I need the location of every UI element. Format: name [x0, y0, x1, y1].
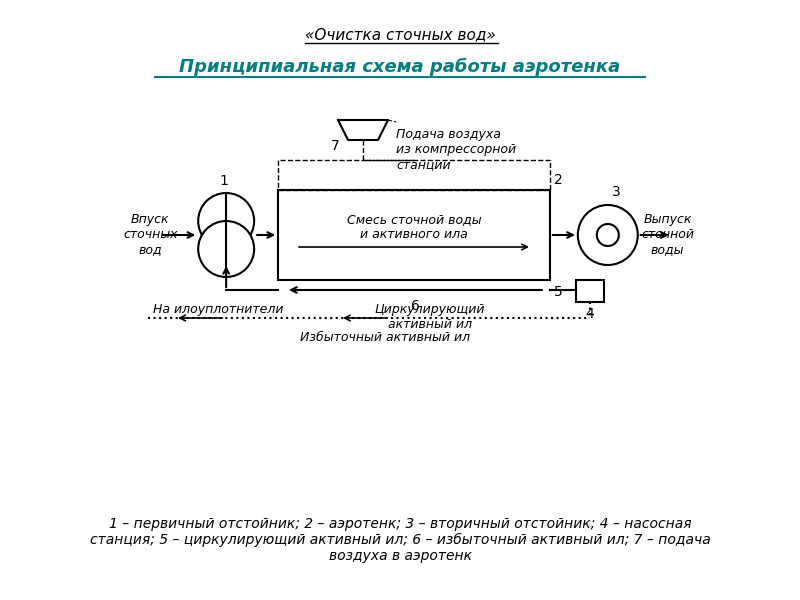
Text: Подача воздуха
из компрессорной
станции: Подача воздуха из компрессорной станции — [396, 128, 516, 171]
Text: 3: 3 — [612, 185, 621, 199]
Circle shape — [578, 205, 638, 265]
Bar — [278, 160, 550, 190]
Text: 5: 5 — [554, 285, 562, 299]
Text: 7: 7 — [331, 139, 340, 153]
Circle shape — [198, 193, 254, 249]
Bar — [278, 190, 550, 280]
Text: На илоуплотнители: На илоуплотнители — [153, 303, 283, 316]
Text: 1: 1 — [220, 174, 229, 188]
Text: 6: 6 — [410, 299, 419, 313]
Text: 2: 2 — [554, 173, 562, 187]
Text: Циркулирующий
активный ил: Циркулирующий активный ил — [374, 303, 486, 331]
Text: «Oчистка сточных вод»: «Oчистка сточных вод» — [305, 28, 495, 43]
Text: 1 – первичный отстойник; 2 – аэротенк; 3 – вторичный отстойник; 4 – насосная
ста: 1 – первичный отстойник; 2 – аэротенк; 3… — [90, 517, 710, 563]
Text: Принципиальная схема работы аэротенка: Принципиальная схема работы аэротенка — [179, 58, 621, 76]
Bar — [576, 280, 604, 302]
Text: Впуск
сточных
вод: Впуск сточных вод — [123, 214, 178, 257]
Text: Выпуск
сточной
воды: Выпуск сточной воды — [642, 214, 694, 257]
Text: Избыточный активный ил: Избыточный активный ил — [300, 331, 470, 344]
Circle shape — [198, 221, 254, 277]
Text: Смесь сточной воды
и активного ила: Смесь сточной воды и активного ила — [346, 213, 482, 241]
Circle shape — [597, 224, 618, 246]
Text: 4: 4 — [586, 307, 594, 321]
